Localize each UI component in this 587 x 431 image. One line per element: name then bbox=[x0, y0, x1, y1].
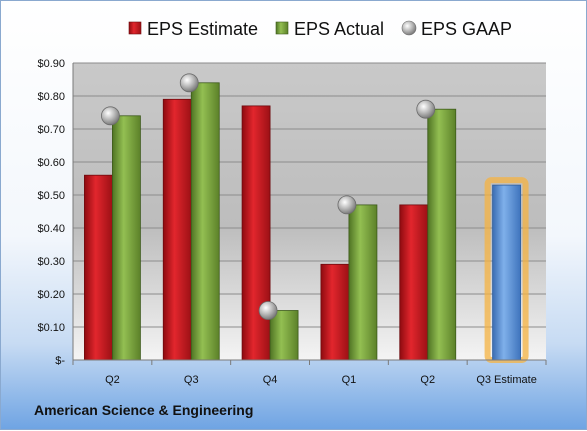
eps-estimate-bar bbox=[399, 204, 429, 361]
bars bbox=[84, 73, 529, 363]
eps-gaap-marker bbox=[416, 99, 436, 119]
y-tick-label: $0.20 bbox=[37, 289, 65, 301]
x-tick-label: Q2 bbox=[105, 374, 120, 386]
y-tick-label: $0.60 bbox=[37, 157, 65, 169]
y-tick-label: $0.50 bbox=[37, 190, 65, 202]
y-tick-label: $- bbox=[55, 355, 65, 367]
y-tick-label: $0.10 bbox=[37, 322, 65, 334]
axes: $- $0.10 $0.20 $0.30 $0.40 $0.50 $0.60 $0.70 $0.… bbox=[37, 58, 547, 386]
legend-gaap-marker bbox=[401, 20, 417, 36]
eps-gaap-marker bbox=[258, 301, 278, 320]
legend-actual-swatch bbox=[275, 21, 289, 35]
eps-estimate-bar bbox=[84, 174, 113, 361]
eps-estimate-bar bbox=[162, 98, 192, 361]
legend-estimate-label: EPS Estimate bbox=[147, 19, 258, 39]
x-tick-label: Q1 bbox=[342, 374, 357, 386]
eps-gaap-marker bbox=[179, 73, 199, 93]
eps-actual-bar bbox=[269, 310, 299, 361]
x-tick-label: Q3 Estimate bbox=[476, 374, 537, 386]
y-tick-label: $0.80 bbox=[37, 91, 65, 103]
eps-actual-bar bbox=[112, 115, 141, 361]
legend-estimate-swatch bbox=[128, 21, 142, 35]
eps-actual-bar bbox=[348, 204, 378, 361]
eps-actual-bar bbox=[190, 82, 220, 361]
eps-estimate-bar bbox=[241, 105, 271, 361]
company-name: American Science & Engineering bbox=[34, 402, 254, 418]
y-tick-label: $0.70 bbox=[37, 124, 65, 136]
x-tick-label: Q4 bbox=[263, 374, 278, 386]
gridlines bbox=[73, 62, 546, 328]
eps-actual-bar bbox=[427, 108, 457, 361]
x-tick-label: Q3 bbox=[184, 374, 199, 386]
plot-area bbox=[73, 63, 546, 360]
legend: EPS Estimate EPS Actual EPS GAAP bbox=[128, 19, 512, 39]
y-tick-label: $0.30 bbox=[37, 256, 65, 268]
eps-estimate-bar bbox=[320, 263, 350, 361]
eps-gaap-marker bbox=[337, 195, 357, 215]
legend-actual-label: EPS Actual bbox=[294, 19, 384, 39]
x-tick-label: Q2 bbox=[420, 374, 435, 386]
y-tick-label: $0.40 bbox=[37, 223, 65, 235]
legend-gaap-label: EPS GAAP bbox=[421, 19, 512, 39]
eps-gaap-marker bbox=[101, 106, 120, 126]
y-tick-label: $0.90 bbox=[37, 58, 65, 70]
eps-q3-estimate-bar bbox=[492, 184, 521, 361]
